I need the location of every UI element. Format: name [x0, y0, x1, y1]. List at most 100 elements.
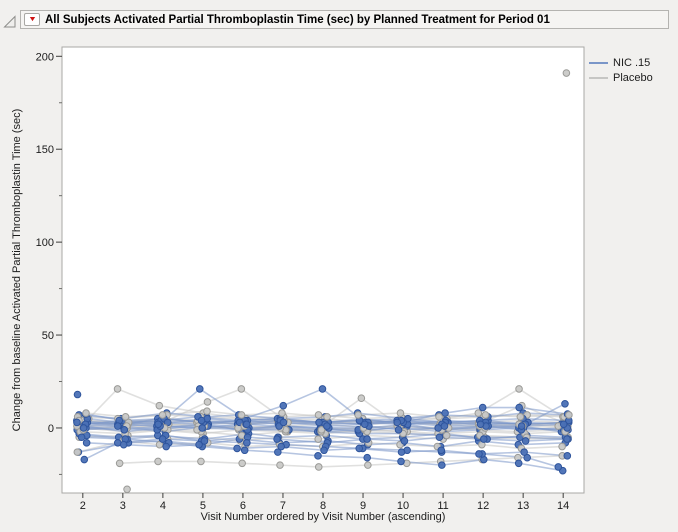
data-point[interactable]: [435, 413, 443, 421]
x-tick-label[interactable]: 4: [160, 500, 166, 512]
data-point[interactable]: [441, 409, 449, 417]
data-point[interactable]: [364, 461, 372, 469]
data-point[interactable]: [554, 463, 563, 471]
data-point[interactable]: [119, 440, 128, 449]
x-tick-label[interactable]: 10: [397, 500, 409, 512]
data-point[interactable]: [520, 448, 528, 456]
data-point[interactable]: [440, 422, 449, 430]
data-point[interactable]: [114, 422, 122, 430]
y-tick-label[interactable]: 150: [36, 144, 54, 156]
data-point[interactable]: [435, 433, 444, 442]
data-point[interactable]: [318, 385, 327, 393]
legend-item-placebo[interactable]: Placebo: [589, 71, 653, 84]
data-point[interactable]: [481, 411, 490, 419]
data-point[interactable]: [314, 435, 322, 443]
disclosure-triangle-icon[interactable]: [3, 15, 17, 29]
data-point[interactable]: [277, 442, 286, 451]
data-point[interactable]: [276, 461, 284, 469]
data-point[interactable]: [523, 453, 532, 462]
data-point[interactable]: [478, 403, 487, 412]
x-tick-label[interactable]: 5: [200, 500, 206, 512]
data-point[interactable]: [315, 418, 323, 427]
y-axis-title[interactable]: Change from baseline Activated Partial T…: [11, 109, 23, 432]
data-point[interactable]: [158, 411, 167, 419]
y-tick-label[interactable]: 100: [36, 237, 54, 249]
data-point[interactable]: [80, 455, 89, 464]
data-point[interactable]: [563, 435, 571, 443]
data-point[interactable]: [393, 418, 402, 427]
data-point[interactable]: [558, 442, 566, 451]
data-point[interactable]: [400, 437, 409, 445]
data-point[interactable]: [154, 457, 162, 466]
data-point[interactable]: [323, 413, 331, 421]
y-tick-label[interactable]: 200: [36, 51, 54, 63]
x-tick-label[interactable]: 13: [517, 500, 529, 512]
x-tick-label[interactable]: 9: [360, 500, 366, 512]
data-point[interactable]: [563, 452, 572, 460]
data-point[interactable]: [515, 385, 523, 393]
data-point[interactable]: [73, 418, 81, 427]
data-point[interactable]: [516, 413, 525, 421]
data-point[interactable]: [203, 407, 211, 416]
x-tick-label[interactable]: 11: [437, 500, 448, 512]
data-point[interactable]: [279, 401, 288, 410]
data-point[interactable]: [123, 485, 131, 494]
data-point[interactable]: [197, 416, 206, 425]
data-point[interactable]: [517, 422, 526, 430]
data-point[interactable]: [479, 435, 488, 443]
data-point[interactable]: [397, 457, 405, 466]
x-tick-label[interactable]: 6: [240, 500, 246, 512]
data-point[interactable]: [314, 463, 323, 471]
data-point[interactable]: [243, 439, 251, 447]
data-point[interactable]: [203, 398, 212, 406]
data-point[interactable]: [314, 411, 323, 419]
data-point[interactable]: [242, 420, 251, 429]
data-point[interactable]: [355, 444, 364, 453]
data-point[interactable]: [195, 440, 203, 449]
data-point[interactable]: [561, 400, 569, 408]
data-point[interactable]: [438, 461, 446, 469]
x-tick-label[interactable]: 3: [120, 500, 126, 512]
data-point[interactable]: [274, 448, 282, 456]
data-point[interactable]: [195, 385, 204, 393]
data-point[interactable]: [82, 409, 90, 417]
data-point[interactable]: [515, 403, 523, 412]
data-point[interactable]: [200, 437, 209, 445]
legend-item-nic15[interactable]: NIC .15: [589, 56, 653, 69]
data-point[interactable]: [394, 426, 403, 434]
data-point[interactable]: [475, 450, 483, 458]
data-point[interactable]: [162, 442, 170, 451]
data-point[interactable]: [158, 435, 167, 443]
x-tick-label[interactable]: 8: [320, 500, 326, 512]
red-triangle-menu-button[interactable]: ▼: [24, 13, 40, 26]
x-tick-label[interactable]: 7: [280, 500, 286, 512]
data-point[interactable]: [357, 394, 366, 403]
data-point[interactable]: [121, 413, 130, 421]
data-point[interactable]: [120, 426, 129, 434]
data-point[interactable]: [155, 401, 164, 410]
data-point[interactable]: [363, 435, 371, 443]
data-point[interactable]: [442, 431, 451, 440]
data-point[interactable]: [437, 446, 446, 455]
data-point[interactable]: [238, 459, 246, 468]
y-tick-label[interactable]: 0: [48, 423, 54, 435]
y-tick-label[interactable]: 50: [42, 330, 54, 342]
data-point[interactable]: [360, 420, 369, 429]
data-point[interactable]: [154, 420, 162, 429]
data-point[interactable]: [397, 448, 406, 456]
data-point[interactable]: [77, 433, 86, 442]
x-tick-label[interactable]: 2: [80, 500, 86, 512]
data-point[interactable]: [73, 390, 82, 399]
data-point[interactable]: [514, 459, 523, 468]
x-tick-label[interactable]: 12: [477, 500, 489, 512]
data-point[interactable]: [197, 457, 205, 466]
data-point[interactable]: [237, 411, 246, 419]
data-point[interactable]: [273, 435, 281, 443]
data-point[interactable]: [82, 439, 91, 447]
x-axis-title[interactable]: Visit Number ordered by Visit Number (as…: [201, 511, 446, 523]
data-point[interactable]: [476, 420, 485, 429]
x-tick-label[interactable]: 14: [557, 500, 569, 512]
data-point[interactable]: [317, 426, 326, 434]
data-point[interactable]: [278, 409, 286, 417]
